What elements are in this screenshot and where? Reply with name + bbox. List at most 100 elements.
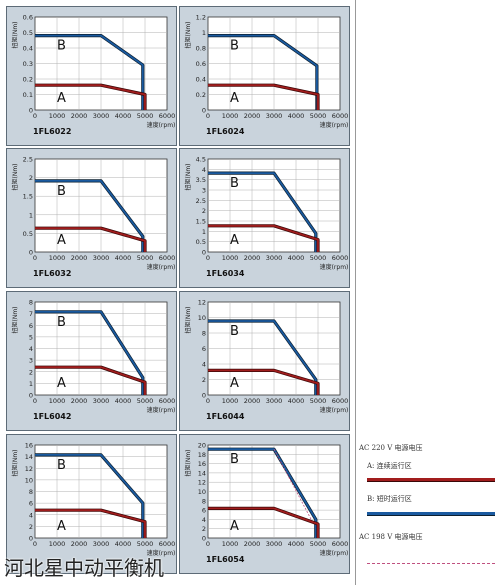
y-tick-label: 2 xyxy=(202,376,206,384)
x-tick-label: 6000 xyxy=(159,254,176,262)
y-tick-label: 12 xyxy=(198,299,206,307)
y-axis-label: 扭矩(Nm) xyxy=(184,21,192,48)
x-tick-label: 1000 xyxy=(222,540,239,548)
y-tick-label: 1.2 xyxy=(196,14,206,22)
series-line xyxy=(208,172,317,252)
series-line xyxy=(35,84,146,110)
x-tick-label: 4000 xyxy=(115,397,132,405)
legend-a-label: A: 连续运行区 xyxy=(367,462,412,470)
x-tick-label: 2000 xyxy=(71,254,88,262)
legend-divider xyxy=(355,0,356,585)
y-tick-label: 0 xyxy=(202,392,206,400)
y-tick-label: 0.1 xyxy=(23,91,33,99)
y-tick-label: 0 xyxy=(202,249,206,257)
chart-svg: 0 0.2 0.4 0.6 0.8 1 1.2 0 1000 2000 3000 4000 5000 60… xyxy=(184,14,349,137)
series-label: B xyxy=(230,452,239,467)
series-line xyxy=(208,34,318,110)
x-tick-label: 5000 xyxy=(137,112,154,120)
y-tick-label: 1 xyxy=(202,228,206,236)
y-tick-label: 8 xyxy=(202,330,206,338)
x-tick-label: 6000 xyxy=(332,397,349,405)
x-tick-label: 5000 xyxy=(310,254,327,262)
series-label: B xyxy=(230,39,239,54)
x-tick-label: 2000 xyxy=(71,397,88,405)
chart-title: 1FL6042 xyxy=(33,412,71,421)
chart-panel: 0 2 4 6 8 10 12 14 16 0 1000 2000 3000 4000 5000 6000 扭矩… xyxy=(6,434,177,574)
legend-b-label: B: 短时运行区 xyxy=(367,495,412,503)
y-tick-label: 2 xyxy=(202,525,206,533)
x-tick-label: 0 xyxy=(206,540,210,548)
chart-svg: 0 2 4 6 8 10 12 14 16 0 1000 2000 3000 4000 5000 6000 扭矩… xyxy=(11,442,176,558)
series-label: A xyxy=(230,233,239,248)
legend: AC 220 V 电源电压 A: 连续运行区 B: 短时运行区 AC 198 V… xyxy=(355,430,500,585)
series-label: B xyxy=(57,315,66,330)
series-line xyxy=(35,34,144,110)
y-tick-label: 1 xyxy=(29,380,33,388)
chart-svg: 0 2 4 6 8 10 12 0 1000 2000 3000 4000 5000 6000 扭矩(Nm)… xyxy=(184,299,349,422)
y-tick-label: 4 xyxy=(29,345,33,353)
x-tick-label: 0 xyxy=(33,112,37,120)
y-tick-label: 0 xyxy=(202,107,206,115)
x-axis-label: 速度(rpm) xyxy=(147,263,176,271)
x-tick-label: 3000 xyxy=(93,397,110,405)
y-tick-label: 0.6 xyxy=(196,60,206,68)
y-tick-label: 2.5 xyxy=(23,156,33,164)
y-tick-label: 6 xyxy=(202,507,206,515)
y-tick-label: 5 xyxy=(29,333,33,341)
x-tick-label: 0 xyxy=(206,254,210,262)
chart-title: 1FL6044 xyxy=(206,412,245,421)
x-axis-label: 速度(rpm) xyxy=(147,549,176,557)
legend-b-line xyxy=(367,512,495,515)
y-tick-label: 0 xyxy=(29,249,33,257)
x-tick-label: 6000 xyxy=(159,397,176,405)
x-axis-label: 速度(rpm) xyxy=(320,121,349,129)
watermark: 河北星中动平衡机 xyxy=(4,556,164,580)
x-tick-label: 5000 xyxy=(137,397,154,405)
y-tick-label: 2 xyxy=(29,174,33,182)
y-tick-label: 0.5 xyxy=(196,238,206,246)
y-tick-label: 0 xyxy=(202,535,206,543)
x-tick-label: 5000 xyxy=(137,540,154,548)
y-tick-label: 3.5 xyxy=(196,176,206,184)
x-tick-label: 1000 xyxy=(222,397,239,405)
y-tick-label: 0.2 xyxy=(23,76,33,84)
series-label: A xyxy=(230,376,239,391)
x-tick-label: 4000 xyxy=(288,540,305,548)
y-tick-label: 4 xyxy=(202,361,206,369)
y-tick-label: 18 xyxy=(198,451,206,459)
y-tick-label: 12 xyxy=(25,465,33,473)
y-tick-label: 10 xyxy=(25,476,33,484)
y-tick-label: 20 xyxy=(198,442,206,450)
y-axis-label: 扭矩(Nm) xyxy=(11,21,19,48)
x-tick-label: 6000 xyxy=(159,540,176,548)
x-tick-label: 1000 xyxy=(49,397,66,405)
y-tick-label: 1.5 xyxy=(23,193,33,201)
x-tick-label: 4000 xyxy=(115,112,132,120)
x-tick-label: 2000 xyxy=(71,112,88,120)
y-tick-label: 0.2 xyxy=(196,91,206,99)
chart-panel: 0 2 4 6 8 10 12 0 1000 2000 3000 4000 5000 6000 扭矩(Nm)… xyxy=(179,291,350,431)
y-tick-label: 4 xyxy=(202,516,206,524)
y-tick-label: 2 xyxy=(29,368,33,376)
y-axis-label: 扭矩(Nm) xyxy=(184,449,192,476)
chart-title: 1FL6024 xyxy=(206,127,245,136)
legend-ac198-title: AC 198 V 电源电压 xyxy=(359,533,423,541)
series-label: A xyxy=(57,91,66,106)
y-tick-label: 1 xyxy=(29,211,33,219)
y-tick-label: 0.8 xyxy=(196,45,206,53)
y-tick-label: 0.5 xyxy=(23,230,33,238)
y-tick-label: 6 xyxy=(29,500,33,508)
y-tick-label: 4.5 xyxy=(196,156,206,164)
x-tick-label: 3000 xyxy=(266,397,283,405)
x-tick-label: 1000 xyxy=(49,112,66,120)
series-line xyxy=(35,179,144,252)
chart-svg: 0 0.1 0.2 0.3 0.4 0.5 0.6 0 1000 2000 3000 4000 5000… xyxy=(11,14,175,137)
x-tick-label: 3000 xyxy=(266,112,283,120)
y-tick-label: 4 xyxy=(29,511,33,519)
chart-panel: 0 2 4 6 8 10 12 14 16 18 20 0 1000 2000 3000 4000 5000 60… xyxy=(179,434,350,574)
y-tick-label: 3 xyxy=(202,187,206,195)
y-tick-label: 6 xyxy=(202,345,206,353)
x-tick-label: 1000 xyxy=(49,540,66,548)
x-axis-label: 速度(rpm) xyxy=(320,406,349,414)
